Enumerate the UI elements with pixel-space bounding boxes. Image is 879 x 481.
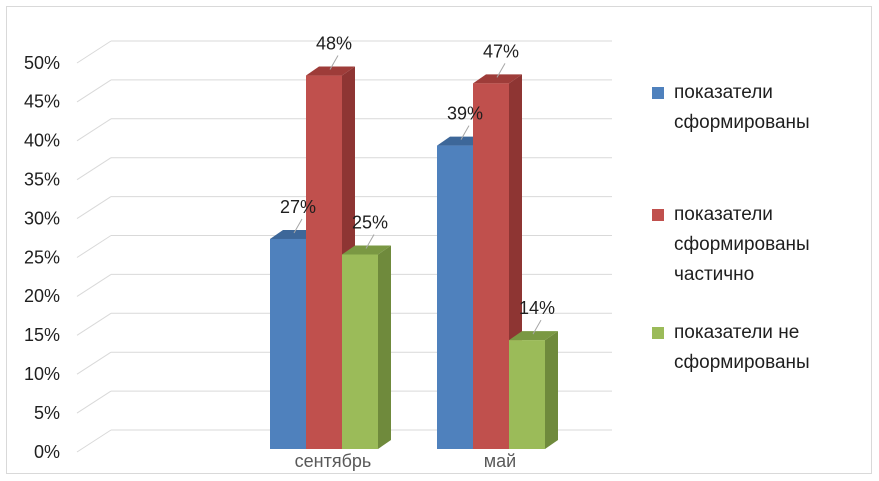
bar xyxy=(473,83,509,449)
data-label: 27% xyxy=(280,197,316,217)
y-tick-label: 45% xyxy=(24,92,60,112)
bar-top xyxy=(509,331,558,341)
legend-item-partial: показатели сформированы частично xyxy=(652,200,862,290)
legend-item-not-formed: показатели не сформированы xyxy=(652,318,862,378)
bar-top xyxy=(342,245,391,255)
label-leader xyxy=(496,63,506,78)
y-tick-label: 30% xyxy=(24,208,60,228)
gridline-depth xyxy=(76,429,112,453)
legend-swatch-green xyxy=(652,327,664,339)
legend-label: показатели не сформированы xyxy=(674,322,810,373)
bar xyxy=(342,254,378,449)
data-label: 39% xyxy=(447,104,483,124)
x-tick-label: сентябрь xyxy=(295,451,372,471)
gridline-depth xyxy=(76,196,112,220)
bar-side xyxy=(545,331,558,449)
y-tick-label: 20% xyxy=(24,286,60,306)
legend-item-formed: показатели сформированы xyxy=(652,78,862,138)
legend-swatch-blue xyxy=(652,87,664,99)
bar-top xyxy=(473,74,522,84)
legend-label: показатели сформированы xyxy=(674,82,810,133)
y-tick-label: 10% xyxy=(24,364,60,384)
bar xyxy=(306,75,342,449)
y-tick-label: 0% xyxy=(34,442,60,462)
legend-label: показатели сформированы частично xyxy=(674,204,810,285)
bars xyxy=(270,66,558,449)
gridline-depth xyxy=(76,235,112,258)
data-label: 48% xyxy=(316,34,352,54)
bar xyxy=(437,145,473,449)
label-leader xyxy=(532,319,542,335)
x-axis-ticks: сентябрь май xyxy=(295,451,517,471)
bar-side xyxy=(378,245,391,449)
bar xyxy=(270,238,306,449)
data-label: 14% xyxy=(519,298,555,318)
gridline-depth xyxy=(76,79,112,103)
label-leader xyxy=(293,218,303,234)
y-tick-label: 50% xyxy=(24,53,60,73)
y-tick-label: 25% xyxy=(24,247,60,267)
y-tick-label: 40% xyxy=(24,131,60,151)
y-tick-label: 15% xyxy=(24,325,60,345)
y-tick-label: 5% xyxy=(34,403,60,423)
bar-top xyxy=(306,66,355,76)
gridline-depth xyxy=(76,118,112,142)
label-leader xyxy=(365,234,375,249)
y-axis-ticks: 0% 5% 10% 15% 20% 25% 30% 35% 40% 45% 50% xyxy=(24,53,60,462)
data-labels: 27% 48% 25% 39% 47% 14% xyxy=(280,34,555,335)
gridline-depth xyxy=(76,40,112,64)
gridline-depth xyxy=(76,157,112,181)
gridline-depth xyxy=(76,351,112,375)
gridline-depth xyxy=(76,273,112,297)
legend-swatch-red xyxy=(652,209,664,221)
label-leader xyxy=(460,125,470,140)
y-tick-label: 35% xyxy=(24,169,60,189)
label-leader xyxy=(329,55,339,70)
gridline-depth xyxy=(76,312,112,336)
gridline-depth xyxy=(76,390,112,414)
data-label: 25% xyxy=(352,213,388,233)
data-label: 47% xyxy=(483,41,519,61)
bar xyxy=(509,340,545,449)
x-tick-label: май xyxy=(484,451,516,471)
